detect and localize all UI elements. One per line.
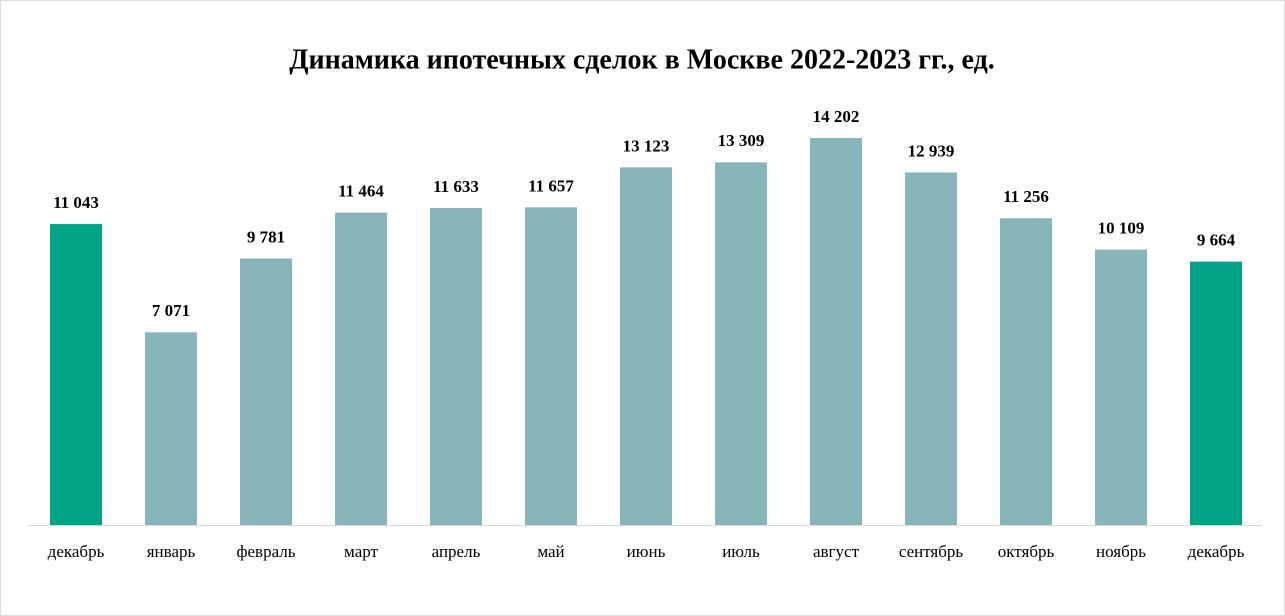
x-tick-label: август (813, 542, 860, 561)
bar (620, 167, 672, 525)
value-label: 13 123 (623, 136, 670, 155)
value-label: 9 664 (1197, 231, 1236, 250)
x-tick-label: январь (147, 542, 196, 561)
x-tick-label: июнь (627, 542, 666, 561)
x-tick-label: октябрь (998, 542, 1055, 561)
value-label: 11 256 (1003, 187, 1049, 206)
bar (145, 332, 197, 525)
bar (240, 258, 292, 525)
value-label: 11 043 (53, 193, 99, 212)
bar (1095, 249, 1147, 525)
bar (1190, 261, 1242, 525)
bar (715, 162, 767, 525)
bar (1000, 218, 1052, 525)
value-label: 11 657 (528, 176, 574, 195)
x-tick-label: июль (722, 542, 760, 561)
value-label: 12 939 (908, 141, 955, 160)
bar (525, 207, 577, 525)
value-label: 7 071 (152, 301, 190, 320)
x-tick-label: сентябрь (899, 542, 964, 561)
x-tick-label: февраль (236, 542, 295, 561)
bar (905, 172, 957, 525)
value-label: 9 781 (247, 227, 285, 246)
x-tick-label: ноябрь (1096, 542, 1146, 561)
bar (335, 212, 387, 526)
bar (430, 208, 482, 525)
x-tick-label: апрель (432, 542, 481, 561)
bar (50, 224, 102, 525)
x-tick-label: март (344, 542, 378, 561)
value-label: 13 309 (718, 131, 765, 150)
bar (810, 138, 862, 525)
x-tick-label: май (537, 542, 564, 561)
value-label: 11 464 (338, 182, 384, 201)
value-label: 11 633 (433, 177, 479, 196)
chart-title: Динамика ипотечных сделок в Москве 2022-… (289, 44, 995, 75)
value-label: 14 202 (813, 107, 860, 126)
x-tick-label: декабрь (1188, 542, 1245, 561)
value-label: 10 109 (1098, 218, 1145, 237)
x-tick-label: декабрь (48, 542, 105, 561)
